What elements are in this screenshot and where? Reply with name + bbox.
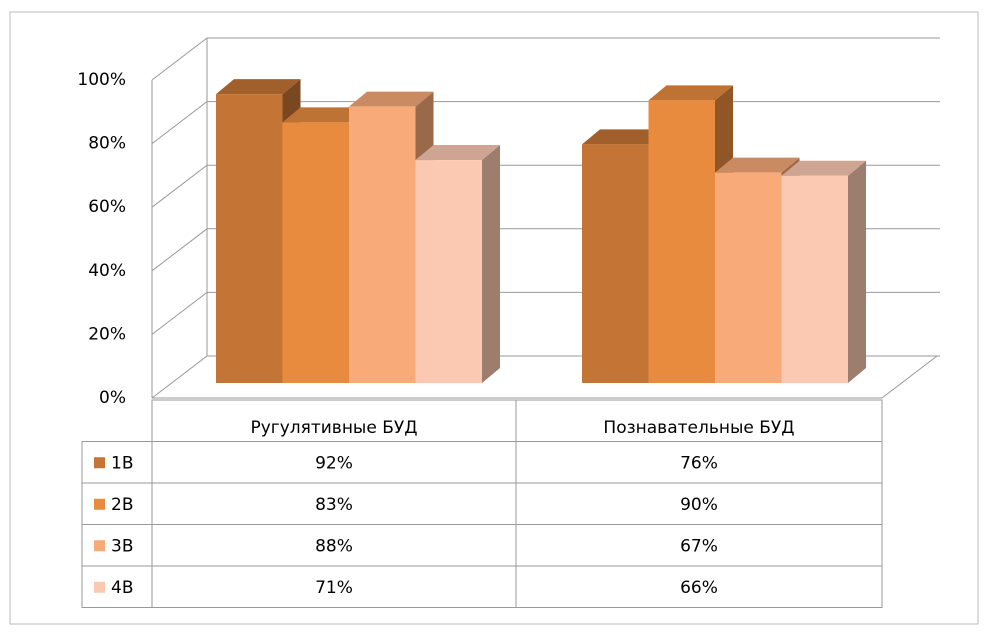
table-row	[81, 482, 883, 525]
value-label: 71%	[315, 578, 353, 598]
value-label: 92%	[315, 453, 353, 473]
y-tick-label: 0%	[99, 388, 126, 408]
floor-edge	[881, 355, 938, 399]
y-tick-label: 100%	[77, 70, 126, 90]
table-header: Познавательные БУД	[603, 418, 794, 438]
bar-front	[582, 144, 649, 383]
bar	[648, 85, 733, 384]
bar-top	[216, 79, 301, 95]
legend-swatch	[94, 540, 105, 552]
bar-side	[848, 160, 866, 383]
y-tick-label: 60%	[88, 197, 126, 217]
table-row	[81, 524, 883, 567]
table-row	[81, 565, 883, 608]
bar-top	[648, 85, 733, 101]
bar-front	[349, 106, 416, 384]
bar-front	[282, 122, 349, 383]
bar-front	[216, 94, 283, 384]
y-tick-label: 40%	[88, 261, 126, 281]
bar-front	[715, 172, 782, 383]
legend-swatch	[94, 498, 105, 510]
legend-swatch	[94, 457, 105, 469]
value-label: 88%	[315, 536, 353, 556]
bar-front	[415, 160, 482, 383]
table-header-bg	[151, 399, 883, 442]
bar-top	[282, 107, 367, 123]
bar-front	[648, 100, 715, 384]
legend-swatch	[94, 581, 105, 593]
y-tick-label: 20%	[88, 324, 126, 344]
bar	[415, 145, 500, 383]
table-row	[81, 441, 883, 484]
bar-top	[415, 145, 500, 161]
grid-line	[151, 37, 940, 81]
bar-front	[781, 175, 848, 383]
legend-label: 4В	[111, 578, 133, 598]
legend-label: 3В	[111, 536, 133, 556]
bar-top	[781, 160, 866, 176]
table-header: Ругулятивные БУД	[250, 418, 417, 438]
value-label: 66%	[680, 578, 718, 598]
value-label: 90%	[680, 495, 718, 515]
legend-label: 1В	[111, 453, 133, 473]
legend-label: 2В	[111, 495, 133, 515]
bar	[349, 91, 434, 384]
y-tick-label: 80%	[88, 134, 126, 154]
value-label: 76%	[680, 453, 718, 473]
value-label: 67%	[680, 536, 718, 556]
bar-side	[482, 145, 500, 383]
bar-top	[715, 157, 800, 173]
bar-top	[582, 129, 667, 145]
bar-top	[349, 91, 434, 107]
value-label: 83%	[315, 495, 353, 515]
bar	[781, 160, 866, 383]
